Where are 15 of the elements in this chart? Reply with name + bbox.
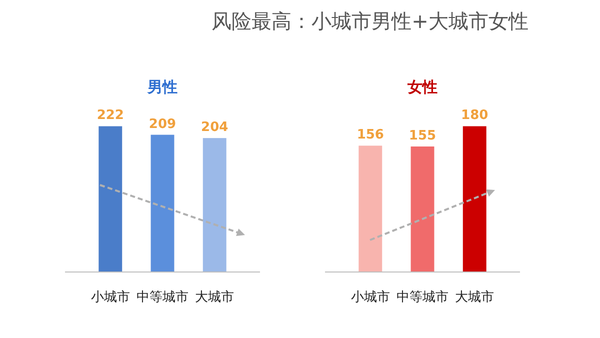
chart-title: 男性: [146, 78, 178, 96]
data-label: 155: [408, 128, 436, 144]
x-tick-label: 小城市: [90, 290, 130, 305]
chart-title: 女性: [406, 78, 438, 96]
x-tick-label: 小城市: [350, 290, 390, 305]
text: 风险最高：小城市男性+大城市女性: [212, 9, 528, 33]
data-label: 156: [356, 128, 384, 143]
data-label: 209: [148, 116, 176, 132]
data-label: 180: [461, 108, 488, 124]
x-tick-label: 中等城市: [396, 290, 448, 305]
x-tick-label: 大城市: [455, 290, 494, 305]
x-tick-label: 中等城市: [136, 290, 188, 305]
x-tick-label: 大城市: [195, 290, 234, 305]
data-label: 204: [201, 120, 228, 136]
data-label: 222: [96, 108, 124, 124]
